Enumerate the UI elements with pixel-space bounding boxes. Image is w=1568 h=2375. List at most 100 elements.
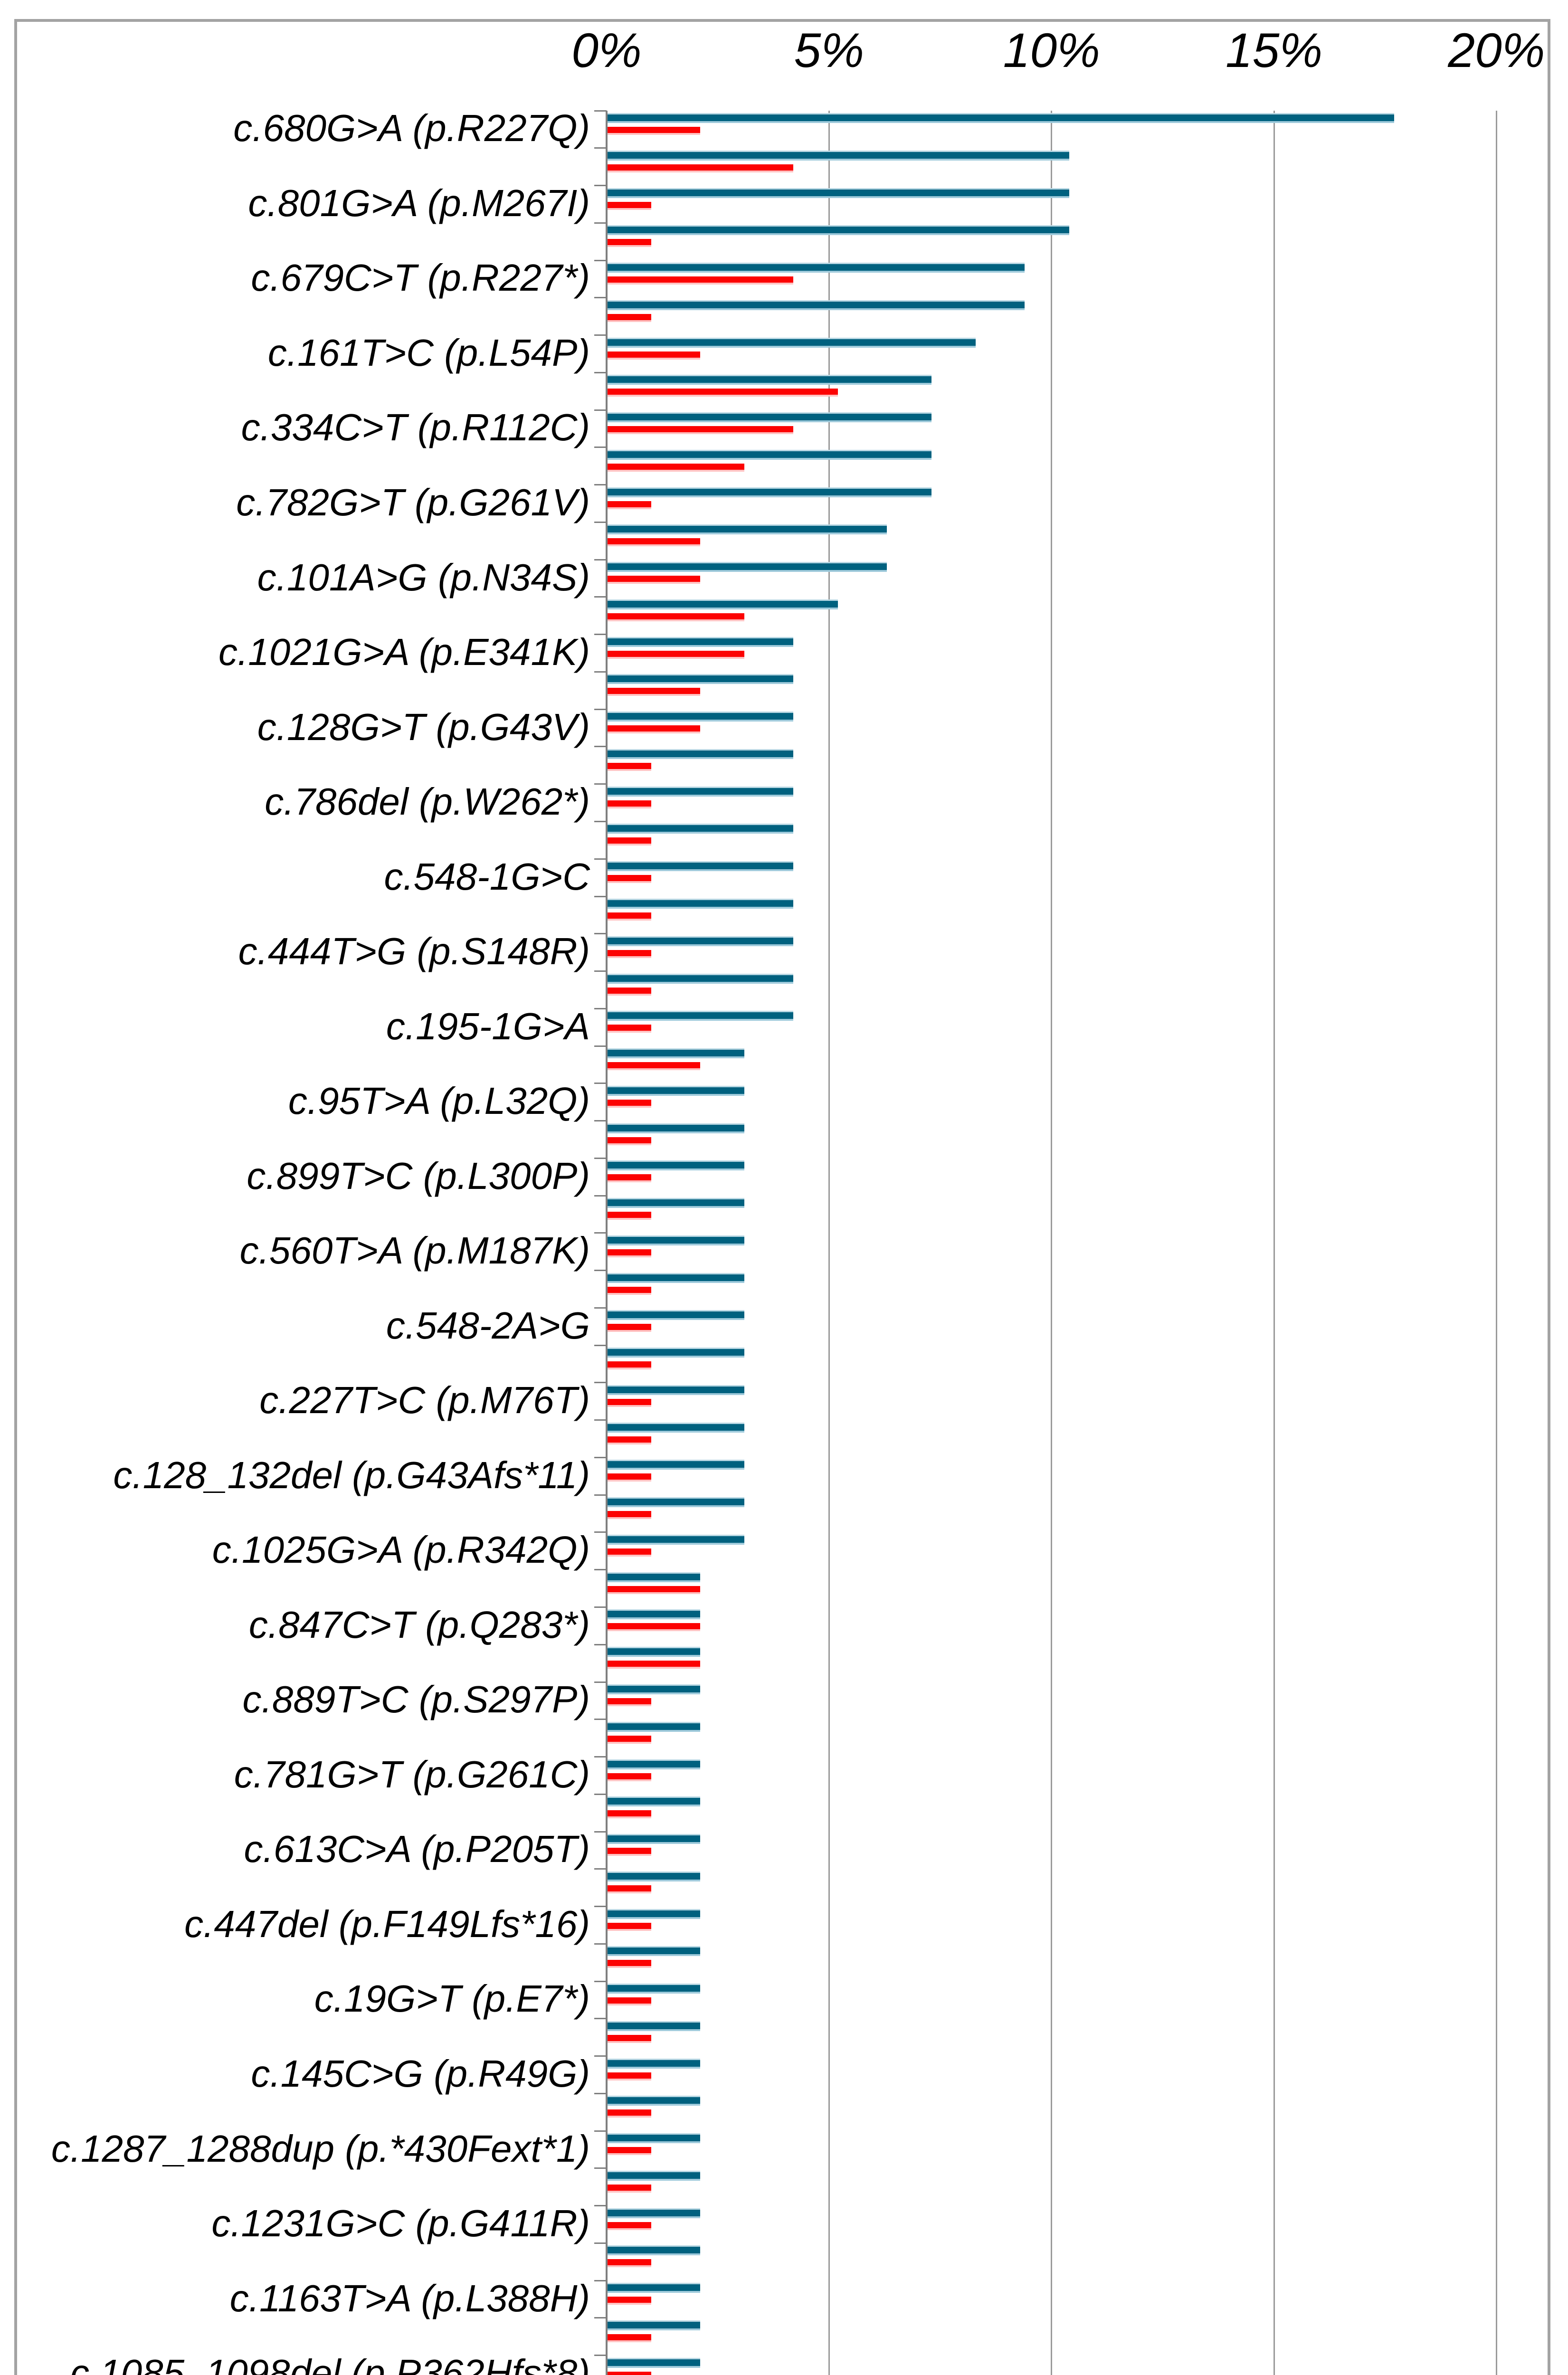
bar-blue (607, 2058, 700, 2069)
bar-blue (607, 1497, 745, 1508)
bar-red (607, 650, 745, 659)
bar-red (607, 501, 651, 509)
bar-red (607, 1735, 651, 1744)
bar-row (607, 1495, 1534, 1532)
bar-red (607, 201, 651, 210)
category-label: c.1025G>A (p.R342Q) (212, 1529, 590, 1571)
bar-blue (607, 1273, 745, 1283)
category-label: c.899T>C (p.L300P) (247, 1154, 590, 1197)
bar-row (607, 1420, 1534, 1458)
x-tick-label: 5% (794, 23, 865, 77)
bar-row (607, 1794, 1534, 1832)
bar-red (607, 2109, 651, 2118)
bar-row-labeled (607, 1757, 1534, 1795)
bar-row (607, 597, 1534, 635)
y-tick-mark (594, 2167, 607, 2169)
bar-red (607, 762, 651, 771)
bar-row (607, 896, 1534, 934)
bar-row (607, 1720, 1534, 1757)
x-tick-label: 0% (571, 23, 642, 77)
bar-red (607, 1548, 651, 1557)
bar-row-labeled (607, 784, 1534, 822)
category-label: c.560T>A (p.M187K) (239, 1229, 590, 1272)
y-tick-mark (594, 708, 607, 710)
bar-red (607, 875, 651, 884)
bar-red (607, 725, 700, 734)
bar-row-labeled (607, 2280, 1534, 2318)
bar-blue (607, 599, 838, 609)
bar-row (607, 1570, 1534, 1607)
bar-blue (607, 1310, 745, 1320)
y-tick-mark (594, 1157, 607, 1159)
bar-row (607, 298, 1534, 335)
category-label: c.447del (p.F149Lfs*16) (184, 1903, 590, 1946)
category-label: c.95T>A (p.L32Q) (288, 1080, 590, 1122)
bar-row-labeled (607, 1907, 1534, 1944)
bar-red (607, 1099, 651, 1108)
bar-red (607, 1623, 700, 1632)
y-tick-mark (594, 484, 607, 486)
category-label: c.128G>T (p.G43V) (257, 705, 590, 748)
y-tick-mark (594, 446, 607, 448)
category-label: c.1021G>A (p.E341K) (219, 631, 590, 674)
bar-row-labeled (607, 560, 1534, 597)
bar-blue (607, 1011, 794, 1021)
bar-row-labeled (607, 1233, 1534, 1271)
bar-row (607, 2093, 1534, 2131)
y-tick-mark (594, 1382, 607, 1384)
bar-red (607, 1286, 651, 1295)
category-label: c.786del (p.W262*) (265, 780, 590, 823)
bar-row-labeled (607, 1532, 1534, 1570)
bar-red (607, 1174, 651, 1183)
bar-blue (607, 1684, 700, 1694)
bar-row (607, 1196, 1534, 1233)
bar-blue (607, 749, 794, 759)
y-tick-mark (594, 2242, 607, 2244)
y-tick-mark (594, 1868, 607, 1870)
category-label: c.548-2A>G (386, 1304, 590, 1347)
bar-blue (607, 1123, 745, 1133)
bar-row-labeled (607, 2206, 1534, 2243)
bar-row-labeled (607, 1832, 1534, 1869)
y-tick-mark (594, 1045, 607, 1047)
bar-blue (607, 1235, 745, 1245)
bar-red (607, 1324, 651, 1332)
bar-blue (607, 1647, 700, 1657)
bar-row-labeled (607, 1682, 1534, 1720)
bar-red (607, 2371, 651, 2375)
bar-red (607, 576, 700, 584)
y-tick-mark (594, 259, 607, 261)
y-tick-mark (594, 521, 607, 523)
category-label: c.781G>T (p.G261C) (234, 1753, 590, 1796)
category-label: c.195-1G>A (386, 1005, 590, 1047)
bar-blue (607, 1348, 745, 1358)
bar-red (607, 2147, 651, 2156)
bar-red (607, 1661, 700, 1669)
category-label: c.128_132del (p.G43Afs*11) (113, 1454, 590, 1496)
bar-row (607, 447, 1534, 485)
y-tick-mark (594, 2280, 607, 2281)
bar-red (607, 1698, 651, 1706)
bar-blue (607, 1834, 700, 1844)
category-label: c.1085_1098del (p.P362Hfs*8) (70, 2352, 590, 2375)
y-tick-mark (594, 1531, 607, 1533)
bar-row (607, 148, 1534, 186)
bar-row (607, 1121, 1534, 1159)
bar-blue (607, 2096, 700, 2106)
bar-red (607, 164, 794, 172)
y-tick-mark (594, 970, 607, 972)
bar-red (607, 1249, 651, 1257)
plot-area (594, 110, 1534, 2375)
y-tick-mark (594, 858, 607, 860)
bar-red (607, 1511, 651, 1520)
y-tick-mark (594, 1307, 607, 1309)
bar-red (607, 1398, 651, 1407)
gridline-5pct (828, 111, 830, 2375)
y-tick-mark (594, 1831, 607, 1833)
bar-row (607, 971, 1534, 1009)
bar-blue (607, 2245, 700, 2256)
bar-blue (607, 1759, 700, 1769)
bar-red (607, 1361, 651, 1370)
y-tick-mark (594, 2205, 607, 2207)
category-label: c.1287_1288dup (p.*430Fext*1) (51, 2127, 590, 2170)
